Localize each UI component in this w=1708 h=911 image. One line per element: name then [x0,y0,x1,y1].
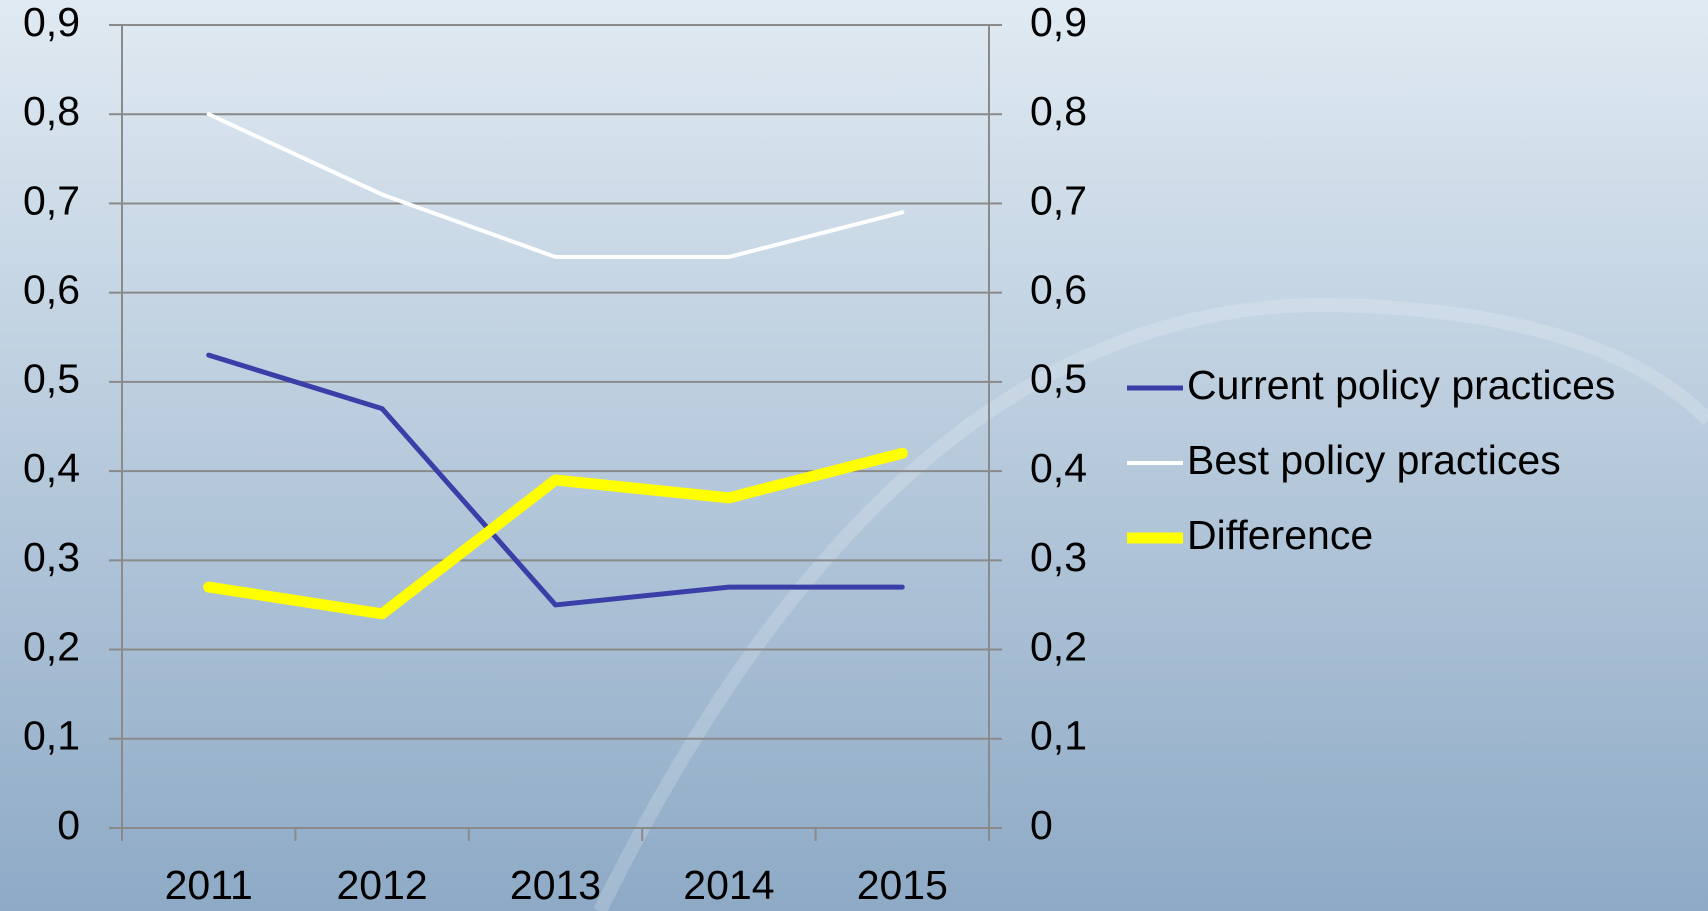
series-line [206,112,905,259]
x-tick-label: 2012 [336,862,427,908]
series-line [203,447,908,620]
legend-label: Difference [1187,512,1373,558]
y-tick-label: 0,7 [23,177,80,223]
y-tick-label: 0,6 [23,266,80,312]
y2-tick-label: 0,5 [1030,356,1087,402]
legend-label: Best policy practices [1187,437,1561,483]
y2-tick-label: 0,1 [1030,713,1087,759]
series-line [206,352,905,608]
legend-label: Current policy practices [1187,362,1615,408]
x-tick-label: 2014 [683,862,774,908]
y2-tick-label: 0,6 [1030,266,1087,312]
y-tick-label: 0,9 [23,0,80,45]
y-tick-label: 0,1 [23,713,80,759]
y-tick-label: 0,4 [23,445,80,491]
y2-tick-label: 0 [1030,802,1053,848]
y-tick-label: 0,5 [23,356,80,402]
y2-tick-label: 0,4 [1030,445,1087,491]
y-tick-label: 0,2 [23,623,80,669]
y2-tick-label: 0,9 [1030,0,1087,45]
globe-arc [593,297,1708,911]
y-tick-label: 0,3 [23,534,80,580]
x-tick-label: 2013 [510,862,601,908]
x-tick-label: 2011 [165,862,253,908]
y2-tick-label: 0,7 [1030,177,1087,223]
y-tick-label: 0 [57,802,80,848]
y2-tick-label: 0,3 [1030,534,1087,580]
y2-tick-label: 0,2 [1030,623,1087,669]
y-tick-label: 0,8 [23,88,80,134]
y2-tick-label: 0,8 [1030,88,1087,134]
x-tick-label: 2015 [857,862,948,908]
